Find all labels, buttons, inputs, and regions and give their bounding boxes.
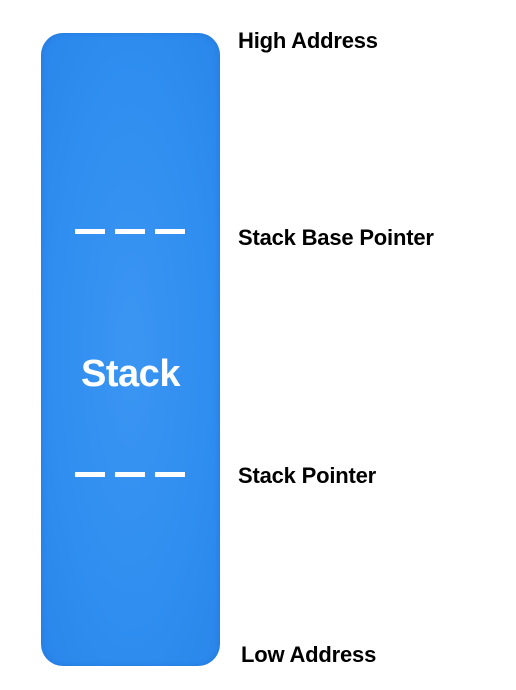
- stack-pointer-label: Stack Pointer: [238, 463, 377, 488]
- stack-pointer-marker: [75, 472, 185, 477]
- dash-segment: [115, 229, 145, 234]
- dash-segment: [155, 229, 185, 234]
- dash-segment: [75, 229, 105, 234]
- dash-segment: [155, 472, 185, 477]
- dash-segment: [75, 472, 105, 477]
- stack-label: Stack: [81, 353, 180, 395]
- dash-segment: [115, 472, 145, 477]
- low-address-label: Low Address: [241, 642, 377, 667]
- stack-base-pointer-label: Stack Base Pointer: [238, 225, 434, 250]
- stack-base-pointer-marker: [75, 229, 185, 234]
- stack-block: Stack: [41, 33, 220, 666]
- high-address-label: High Address: [238, 28, 378, 53]
